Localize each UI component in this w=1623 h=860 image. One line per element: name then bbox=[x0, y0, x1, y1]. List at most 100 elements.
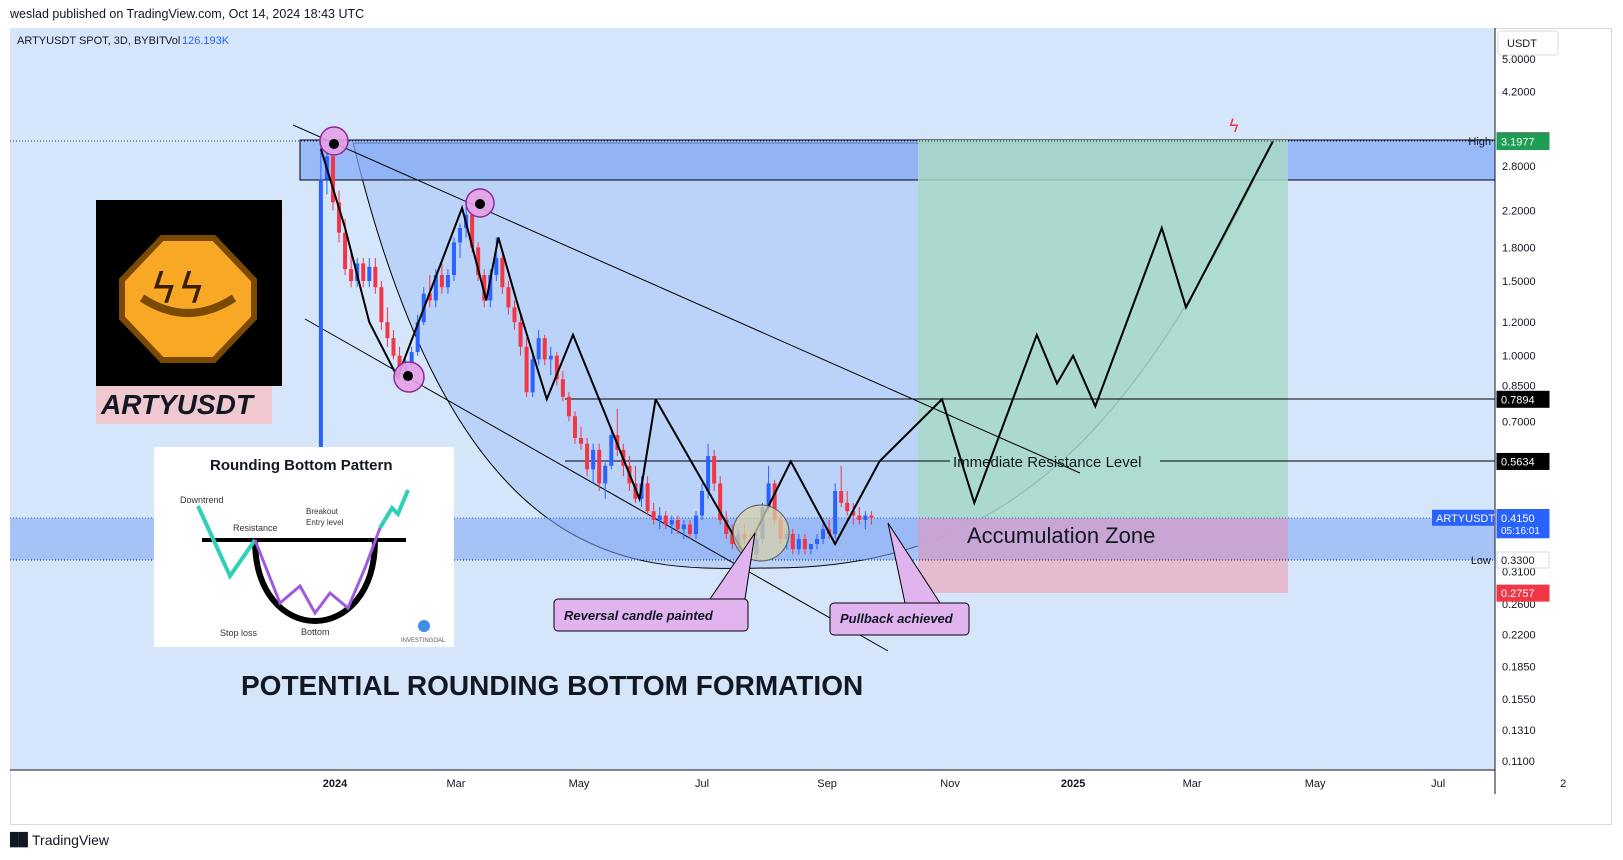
x-tick-label: Jul bbox=[695, 778, 709, 790]
candle-body bbox=[821, 529, 826, 539]
logo-label: ARTYUSDT bbox=[100, 389, 256, 420]
inset-bowl bbox=[252, 539, 378, 624]
candle-body bbox=[681, 524, 686, 530]
projection-path bbox=[654, 141, 1274, 557]
candle-body bbox=[470, 214, 475, 248]
price-label-countdown: 05:16:01 bbox=[1501, 526, 1540, 537]
y-tick-label: 0.1310 bbox=[1502, 725, 1536, 737]
candle-body bbox=[675, 520, 680, 530]
chart-svg[interactable]: ϟ ARTYUSDT SPOT, 3D, BYBIT Vol 126.193K … bbox=[10, 28, 1612, 825]
accumulation-zone-label: Accumulation Zone bbox=[967, 523, 1155, 548]
candle-body bbox=[687, 524, 692, 535]
candle-body bbox=[796, 538, 801, 550]
candle-body bbox=[693, 515, 698, 535]
x-tick-label: Sep bbox=[817, 778, 837, 790]
x-tick-label: Mar bbox=[1183, 778, 1202, 790]
y-tick-label: 0.2200 bbox=[1502, 630, 1536, 642]
y-tick-label: 0.1100 bbox=[1502, 756, 1535, 768]
logo-box: ϟϟ bbox=[96, 200, 282, 386]
publish-line: weslad published on TradingView.com, Oct… bbox=[10, 7, 365, 21]
candle-body bbox=[669, 520, 674, 525]
candle-body bbox=[409, 352, 414, 366]
candle-body bbox=[833, 490, 838, 535]
price-label-prefix: Low bbox=[1471, 555, 1491, 567]
candle-body bbox=[445, 274, 450, 288]
x-tick-label: 2025 bbox=[1061, 778, 1085, 790]
candle-body bbox=[494, 257, 499, 275]
pivot-dot-mid bbox=[475, 199, 485, 209]
y-tick-label: 0.1550 bbox=[1502, 694, 1536, 706]
price-label: 0.5634 bbox=[1501, 456, 1535, 468]
inset-price-line bbox=[253, 527, 382, 616]
price-label: 0.7894 bbox=[1501, 394, 1535, 406]
price-labels: 3.2070High3.19770.78940.56340.41550.4150… bbox=[1432, 132, 1550, 602]
target-zone bbox=[918, 140, 1288, 518]
candle-body bbox=[433, 274, 438, 301]
candle-body bbox=[802, 538, 807, 550]
price-label-bg bbox=[1496, 551, 1550, 569]
inset-breakout: Breakout bbox=[306, 507, 339, 516]
volume-label: Vol bbox=[165, 35, 180, 47]
currency-label: USDT bbox=[1507, 38, 1537, 50]
candle-body bbox=[609, 435, 614, 466]
inset-title: Rounding Bottom Pattern bbox=[210, 457, 392, 474]
currency-button[interactable] bbox=[1497, 30, 1559, 56]
candle-body bbox=[518, 322, 523, 347]
time-axis[interactable]: 2024 Mar May Jul Sep Nov 2025 Mar May Jul 2 bbox=[323, 778, 1566, 790]
candle-body bbox=[379, 287, 384, 323]
inset-stop-loss: Stop loss bbox=[220, 628, 258, 638]
y-tick-label: 0.2600 bbox=[1502, 599, 1536, 611]
candle-body bbox=[730, 534, 735, 544]
candle-body bbox=[361, 263, 366, 282]
candle-body bbox=[572, 416, 577, 438]
candle-body bbox=[712, 456, 717, 484]
candle-body bbox=[808, 543, 813, 550]
headline: POTENTIAL ROUNDING BOTTOM FORMATION bbox=[241, 670, 863, 701]
candle-body bbox=[554, 355, 559, 380]
candle-body bbox=[373, 266, 378, 288]
candle-body bbox=[845, 502, 850, 512]
candle-body bbox=[597, 449, 602, 484]
price-label-bg bbox=[1496, 509, 1550, 539]
candle-body bbox=[488, 274, 493, 301]
x-tick-label: 2 bbox=[1560, 778, 1566, 790]
candle-body bbox=[458, 228, 463, 243]
candle-body bbox=[663, 515, 668, 525]
resistance-zone bbox=[299, 139, 1495, 181]
price-label: 0.3300 bbox=[1501, 555, 1535, 567]
candle-body bbox=[857, 515, 862, 521]
tradingview-logo-icon: ▉▉ bbox=[10, 832, 29, 848]
price-label: 3.1977 bbox=[1501, 137, 1535, 149]
svg-text:ϟϟ: ϟϟ bbox=[150, 264, 205, 313]
candle-body bbox=[566, 396, 571, 417]
inset-brand: INVESTINGOAL bbox=[401, 638, 446, 644]
target-bolt-icon: ϟ bbox=[1228, 116, 1240, 137]
candle-body bbox=[530, 359, 535, 393]
price-label: 0.2757 bbox=[1501, 588, 1535, 600]
x-tick-label: Nov bbox=[940, 778, 960, 790]
immediate-resistance-label: Immediate Resistance Level bbox=[953, 454, 1141, 471]
candle-body bbox=[603, 465, 608, 484]
inset-bottom: Bottom bbox=[301, 627, 330, 637]
pullback-callout-text: Pullback achieved bbox=[840, 611, 954, 626]
candle-body bbox=[851, 511, 856, 516]
price-label-bg bbox=[1496, 390, 1550, 408]
inset-downtrend-line bbox=[196, 505, 257, 581]
candle-body bbox=[536, 338, 541, 360]
candle-body bbox=[585, 443, 590, 470]
candle-body bbox=[451, 242, 456, 275]
candle-body bbox=[718, 483, 723, 521]
candle-body bbox=[318, 179, 323, 560]
inset-breakout-line bbox=[378, 489, 410, 530]
price-axis[interactable]: 5.00004.20003.20702.80002.20001.80001.50… bbox=[1502, 54, 1536, 768]
price-label-bg bbox=[1496, 133, 1550, 151]
y-tick-label: 1.0000 bbox=[1502, 351, 1536, 363]
pivot-dot-top bbox=[329, 139, 339, 149]
symbol-name: ARTYUSDT SPOT, 3D, BYBIT bbox=[17, 35, 166, 47]
candle-body bbox=[766, 483, 771, 507]
x-tick-label: May bbox=[1305, 778, 1326, 790]
candle-body bbox=[560, 379, 565, 397]
y-tick-label: 2.2000 bbox=[1502, 205, 1536, 217]
tradingview-footer[interactable]: ▉▉ TradingView bbox=[10, 832, 109, 848]
candle-body bbox=[482, 274, 487, 301]
